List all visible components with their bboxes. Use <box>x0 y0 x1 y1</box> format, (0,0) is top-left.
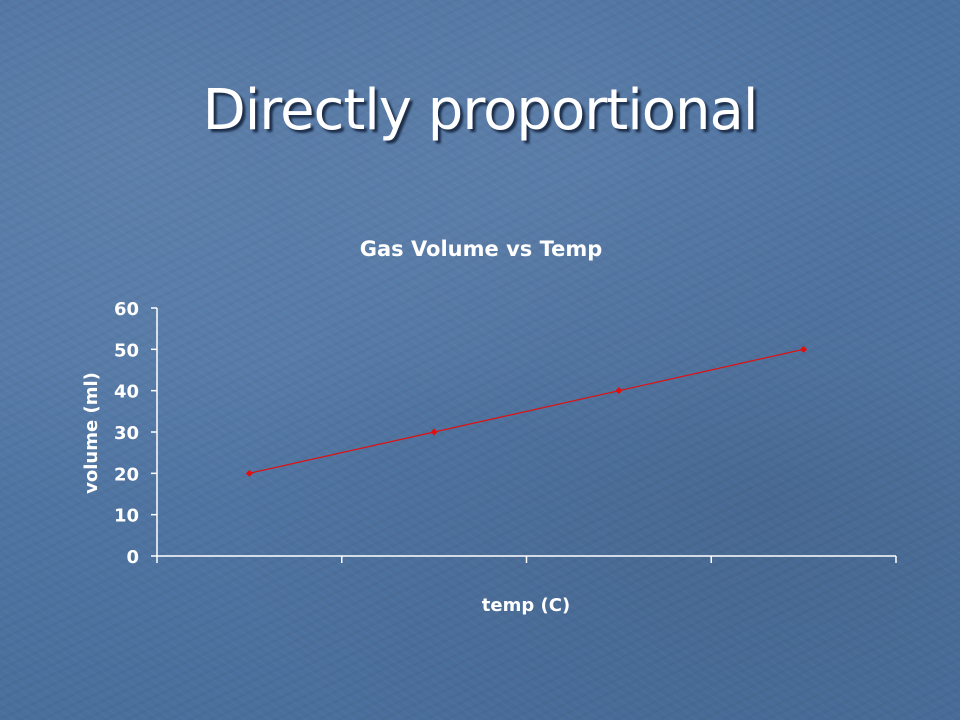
series-line <box>249 348 804 474</box>
y-axis-label: volume (ml) <box>81 372 102 494</box>
y-tick-label: 50 <box>114 340 139 361</box>
y-tick-label: 30 <box>114 423 139 444</box>
y-tick-label: 40 <box>114 382 139 403</box>
y-tick-label: 0 <box>126 547 139 568</box>
x-axis-ticks <box>156 556 897 563</box>
series-layer <box>245 345 808 477</box>
data-point-marker <box>615 387 623 395</box>
slide-title: Directly proportional <box>202 78 759 143</box>
data-point-marker <box>430 428 438 436</box>
y-tick-label: 20 <box>114 464 139 485</box>
data-point-marker <box>245 469 253 477</box>
y-tick-label: 10 <box>114 506 139 527</box>
y-axis-ticks: 0 10 20 30 40 50 60 <box>114 299 157 568</box>
x-axis-label: temp (C) <box>482 595 570 616</box>
data-point-marker <box>800 345 808 353</box>
chart-title: Gas Volume vs Temp <box>360 237 603 261</box>
y-tick-label: 60 <box>114 299 139 320</box>
